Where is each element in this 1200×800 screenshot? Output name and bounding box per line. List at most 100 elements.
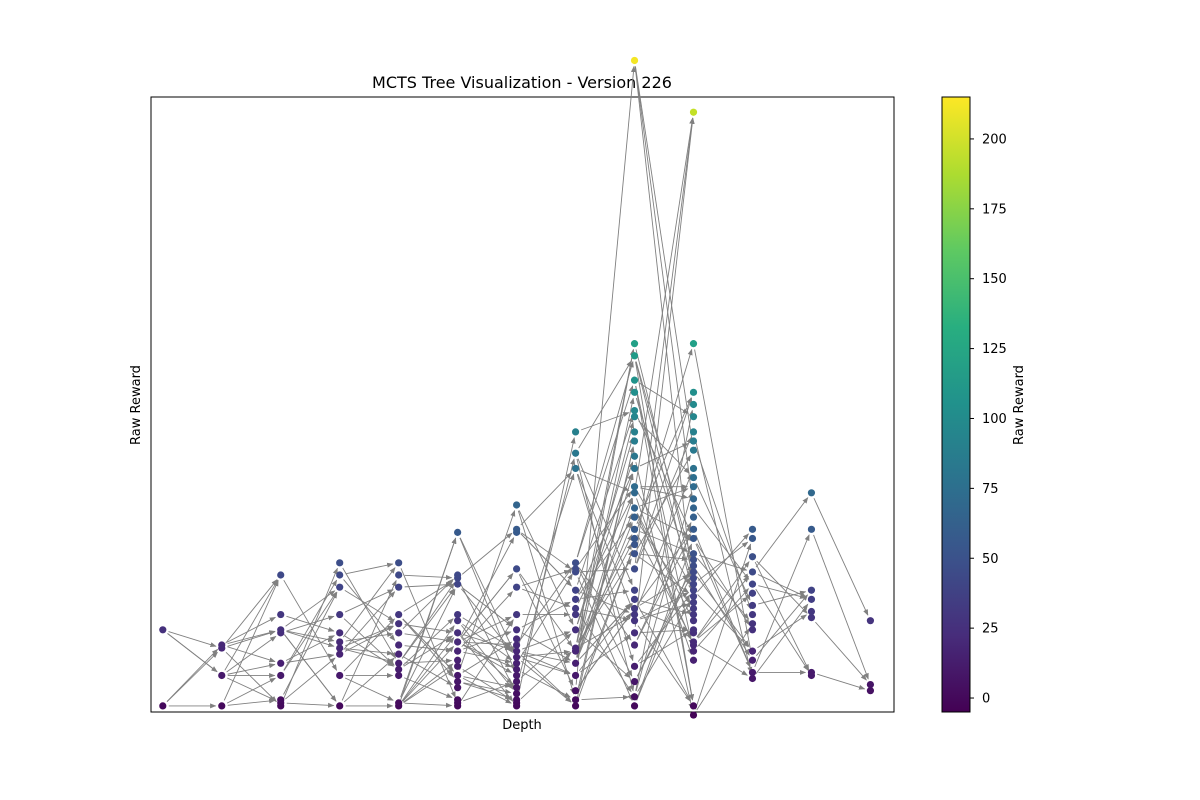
tree-node xyxy=(571,687,580,695)
tree-node xyxy=(571,559,580,567)
tree-node xyxy=(748,656,757,664)
tree-node xyxy=(630,604,639,613)
tree-edge xyxy=(341,579,397,701)
tree-node xyxy=(454,638,462,646)
tree-node xyxy=(218,702,226,710)
colorbar-tick-label: 0 xyxy=(982,692,990,707)
tree-edge xyxy=(343,579,396,641)
tree-node xyxy=(866,687,875,695)
tree-node xyxy=(689,400,698,409)
tree-node xyxy=(513,565,521,573)
tree-edge xyxy=(223,579,279,701)
tree-node xyxy=(454,671,462,680)
tree-edge xyxy=(576,360,634,558)
tree-edge xyxy=(463,641,512,647)
tree-node xyxy=(571,610,580,619)
tree-node xyxy=(630,56,639,65)
tree-edge xyxy=(401,625,455,702)
tree-node xyxy=(277,696,285,704)
tree-edge xyxy=(462,587,513,627)
tree-edge xyxy=(345,625,394,647)
tree-node xyxy=(571,604,580,613)
tree-node xyxy=(689,525,698,533)
tree-node xyxy=(571,449,580,457)
tree-edge xyxy=(166,648,219,702)
tree-node xyxy=(454,677,462,686)
tree-node xyxy=(513,501,521,509)
x-axis-label: Depth xyxy=(502,718,542,733)
tree-edge xyxy=(637,491,691,586)
tree-node xyxy=(513,677,521,686)
tree-edge xyxy=(403,656,453,686)
tree-edge xyxy=(462,669,513,701)
tree-edge xyxy=(343,591,396,650)
tree-node xyxy=(748,589,757,597)
tree-node xyxy=(630,550,639,558)
tree-edge xyxy=(576,458,635,692)
tree-edge xyxy=(696,512,750,580)
tree-node xyxy=(689,437,698,445)
tree-edge xyxy=(520,654,572,703)
tree-edge xyxy=(634,66,695,503)
tree-node xyxy=(336,671,344,680)
tree-node xyxy=(689,446,698,454)
tree-edge xyxy=(813,534,869,680)
tree-edge xyxy=(226,616,276,643)
tree-node xyxy=(277,571,285,579)
tree-node xyxy=(689,592,698,600)
tree-edge xyxy=(404,677,453,698)
tree-edge xyxy=(227,630,276,647)
tree-edge xyxy=(813,498,869,616)
tree-edge xyxy=(462,644,512,668)
tree-node xyxy=(395,659,403,667)
tree-edge xyxy=(404,624,453,634)
tree-edge xyxy=(402,618,454,666)
tree-edge xyxy=(635,361,694,592)
tree-node xyxy=(748,610,757,619)
tree-edge xyxy=(634,66,695,445)
tree-edge xyxy=(576,397,635,658)
tree-node xyxy=(571,595,580,603)
tree-edge xyxy=(404,574,453,580)
tree-node xyxy=(689,473,698,482)
tree-edge xyxy=(227,646,276,663)
tree-edge xyxy=(580,470,630,491)
tree-node xyxy=(395,699,403,707)
tree-node xyxy=(748,626,757,634)
tree-edge xyxy=(403,663,454,703)
tree-edge xyxy=(463,676,512,688)
tree-edge xyxy=(696,628,750,711)
tree-node xyxy=(513,635,521,643)
tree-edge xyxy=(522,569,571,586)
tree-edge xyxy=(636,397,693,564)
tree-edge xyxy=(519,573,573,647)
tree-edge xyxy=(636,570,692,677)
tree-node xyxy=(454,696,462,704)
tree-edge xyxy=(698,644,748,676)
tree-edge xyxy=(578,360,632,449)
tree-edge xyxy=(404,658,453,664)
tree-node xyxy=(630,534,639,543)
tree-node xyxy=(630,504,639,512)
tree-edge xyxy=(578,603,632,671)
tree-edge xyxy=(755,594,808,656)
tree-edge xyxy=(579,633,631,679)
tree-node xyxy=(277,626,285,634)
tree-node xyxy=(689,580,698,588)
tree-node xyxy=(395,610,403,619)
tree-node xyxy=(748,674,757,683)
tree-edge xyxy=(577,415,634,585)
tree-edge xyxy=(343,618,395,672)
tree-edge xyxy=(460,537,515,637)
tree-node xyxy=(689,388,698,396)
tree-edge xyxy=(517,458,576,682)
tree-edge xyxy=(404,702,453,708)
tree-edge xyxy=(635,491,693,692)
tree-node xyxy=(571,696,580,704)
tree-edges xyxy=(166,65,869,711)
tree-node xyxy=(689,586,698,594)
tree-edge xyxy=(226,677,276,704)
tree-node xyxy=(807,595,816,603)
tree-node xyxy=(748,553,757,561)
